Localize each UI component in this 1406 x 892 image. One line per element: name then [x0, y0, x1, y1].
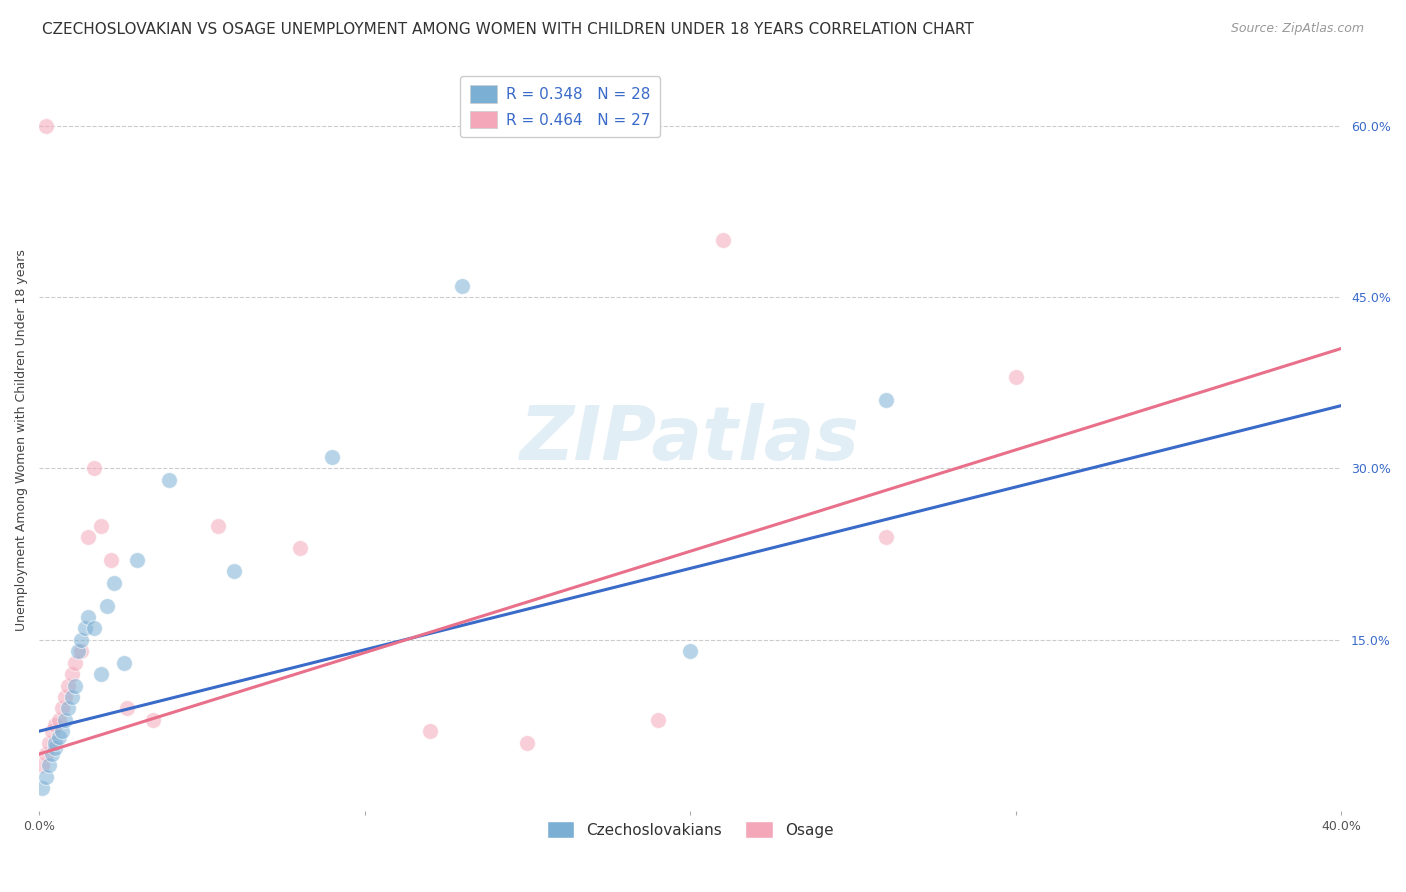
Point — [58, 701, 80, 715]
Point — [70, 644, 93, 658]
Point — [58, 678, 80, 692]
Point — [451, 278, 474, 293]
Point — [51, 724, 73, 739]
Point — [83, 461, 105, 475]
Y-axis label: Unemployment Among Women with Children Under 18 years: Unemployment Among Women with Children U… — [15, 249, 28, 631]
Text: ZIPatlas: ZIPatlas — [520, 403, 860, 476]
Point — [31, 758, 53, 772]
Point — [60, 690, 83, 704]
Point — [875, 392, 897, 407]
Point — [83, 621, 105, 635]
Point — [142, 713, 165, 727]
Point — [100, 553, 122, 567]
Point — [38, 758, 60, 772]
Point — [1004, 370, 1026, 384]
Point — [34, 770, 56, 784]
Point — [48, 713, 70, 727]
Point — [73, 621, 96, 635]
Point — [875, 530, 897, 544]
Point — [711, 233, 734, 247]
Point — [96, 599, 118, 613]
Point — [63, 678, 86, 692]
Point — [103, 575, 125, 590]
Point — [77, 610, 100, 624]
Point — [321, 450, 343, 464]
Point — [679, 644, 702, 658]
Point — [90, 518, 112, 533]
Point — [60, 667, 83, 681]
Point — [51, 701, 73, 715]
Point — [44, 741, 66, 756]
Point — [31, 781, 53, 796]
Point — [38, 736, 60, 750]
Point — [70, 632, 93, 647]
Point — [34, 747, 56, 761]
Text: CZECHOSLOVAKIAN VS OSAGE UNEMPLOYMENT AMONG WOMEN WITH CHILDREN UNDER 18 YEARS C: CZECHOSLOVAKIAN VS OSAGE UNEMPLOYMENT AM… — [42, 22, 974, 37]
Point — [48, 730, 70, 744]
Point — [63, 656, 86, 670]
Point — [115, 701, 138, 715]
Point — [207, 518, 229, 533]
Point — [44, 736, 66, 750]
Point — [53, 713, 76, 727]
Point — [41, 747, 63, 761]
Legend: Czechoslovakians, Osage: Czechoslovakians, Osage — [541, 814, 839, 845]
Point — [44, 718, 66, 732]
Point — [516, 736, 538, 750]
Point — [34, 119, 56, 133]
Text: Source: ZipAtlas.com: Source: ZipAtlas.com — [1230, 22, 1364, 36]
Point — [157, 473, 180, 487]
Point — [125, 553, 148, 567]
Point — [647, 713, 669, 727]
Point — [419, 724, 441, 739]
Point — [288, 541, 311, 556]
Point — [90, 667, 112, 681]
Point — [224, 564, 246, 578]
Point — [67, 644, 90, 658]
Point — [112, 656, 135, 670]
Point — [41, 724, 63, 739]
Point — [77, 530, 100, 544]
Point — [53, 690, 76, 704]
